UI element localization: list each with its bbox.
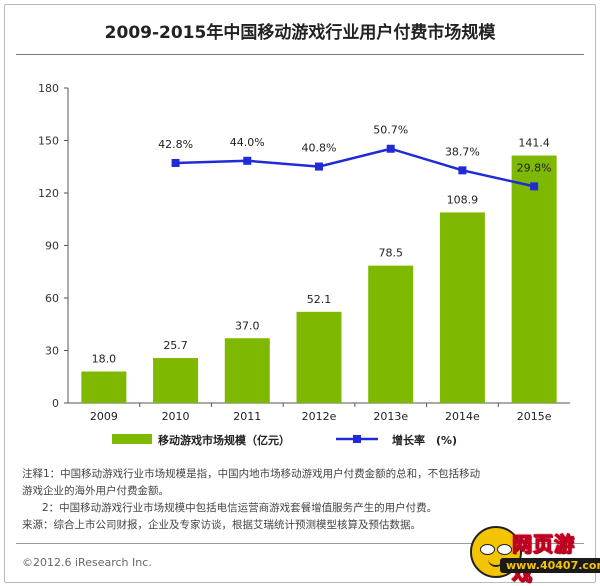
growth-point [458, 166, 467, 175]
y-tick-label: 180 [38, 82, 59, 95]
bar [81, 371, 127, 403]
notes-block: 注释1：中国移动游戏行业市场规模是指，中国内地市场移动游戏用户付费金额的总和，不… [22, 466, 582, 534]
bar-value-label: 37.0 [235, 319, 260, 332]
title-divider [16, 54, 584, 55]
x-tick-label: 2012e [302, 410, 337, 423]
bar [296, 311, 342, 403]
y-tick-label: 120 [38, 187, 59, 200]
growth-value-label: 38.7% [445, 145, 480, 158]
growth-value-label: 42.8% [158, 138, 193, 151]
growth-point [243, 156, 252, 165]
growth-point [171, 158, 180, 167]
bar [439, 212, 485, 403]
bar-value-label: 18.0 [92, 353, 117, 366]
mascot-eye-left [480, 544, 495, 555]
watermark-logo: 网页游戏 www.40407.com [470, 522, 600, 586]
growth-point [315, 162, 323, 171]
mascot-mouth [488, 559, 504, 567]
bar-value-label: 78.5 [378, 247, 403, 260]
bar-value-label: 108.9 [447, 193, 479, 206]
legend-bar-label: 移动游戏市场规模（亿元） [158, 433, 290, 447]
note-line-3: 2：中国移动游戏行业市场规模中包括电信运营商游戏套餐增值服务产生的用户付费。 [42, 502, 438, 514]
x-tick-label: 2014e [445, 410, 480, 423]
growth-line [175, 147, 535, 188]
growth-point [530, 182, 539, 191]
bar [368, 265, 414, 403]
footer-divider [16, 543, 584, 544]
watermark-text: 网页游戏 [512, 532, 575, 586]
chart-title: 2009-2015年中国移动游戏行业用户付费市场规模 [104, 23, 496, 43]
chart-frame [4, 4, 596, 583]
note-line-2: 游戏企业的海外用户付费金额。 [22, 485, 169, 497]
x-tick-label: 2013e [373, 410, 408, 423]
legend-line-marker [353, 435, 361, 443]
mascot-face-icon [470, 526, 522, 578]
growth-value-label: 44.0% [230, 136, 265, 149]
bar [511, 155, 557, 403]
watermark-url: www.40407.com [500, 558, 600, 573]
growth-point [386, 144, 395, 153]
x-tick-label: 2010 [162, 410, 190, 423]
bar-value-label: 25.7 [163, 339, 188, 352]
x-tick-label: 2011 [233, 410, 261, 423]
growth-value-label: 29.8% [517, 161, 552, 174]
y-tick-label: 150 [38, 135, 59, 148]
x-tick-label: 2009 [90, 410, 118, 423]
mascot-eye-right [497, 544, 512, 555]
source-line: 来源：综合上市公司财报，企业及专家访谈，根据艾瑞统计预测模型核算及预估数据。 [22, 519, 421, 531]
legend-line-label: 增长率 (%) [392, 433, 457, 447]
y-tick-label: 60 [45, 292, 59, 305]
bar-value-label: 52.1 [307, 293, 332, 306]
bar [224, 338, 270, 403]
y-tick-label: 90 [45, 240, 59, 253]
y-tick-label: 30 [45, 345, 59, 358]
growth-value-label: 40.8% [302, 142, 337, 155]
legend-bar-swatch [112, 434, 152, 444]
growth-value-label: 50.7% [373, 124, 408, 137]
bar [153, 358, 199, 403]
bar-value-label: 141.4 [518, 137, 550, 150]
note-line-1: 注释1：中国移动游戏行业市场规模是指，中国内地市场移动游戏用户付费金额的总和，不… [22, 468, 481, 480]
copyright-text: ©2012.6 iResearch Inc. [22, 556, 152, 569]
chart-svg: 0 30 60 90 120 150 180 18.0 25.7 37.0 52.1 78.5 108.… [38, 82, 570, 447]
x-tick-label: 2015e [517, 410, 552, 423]
y-tick-label: 0 [52, 397, 59, 410]
